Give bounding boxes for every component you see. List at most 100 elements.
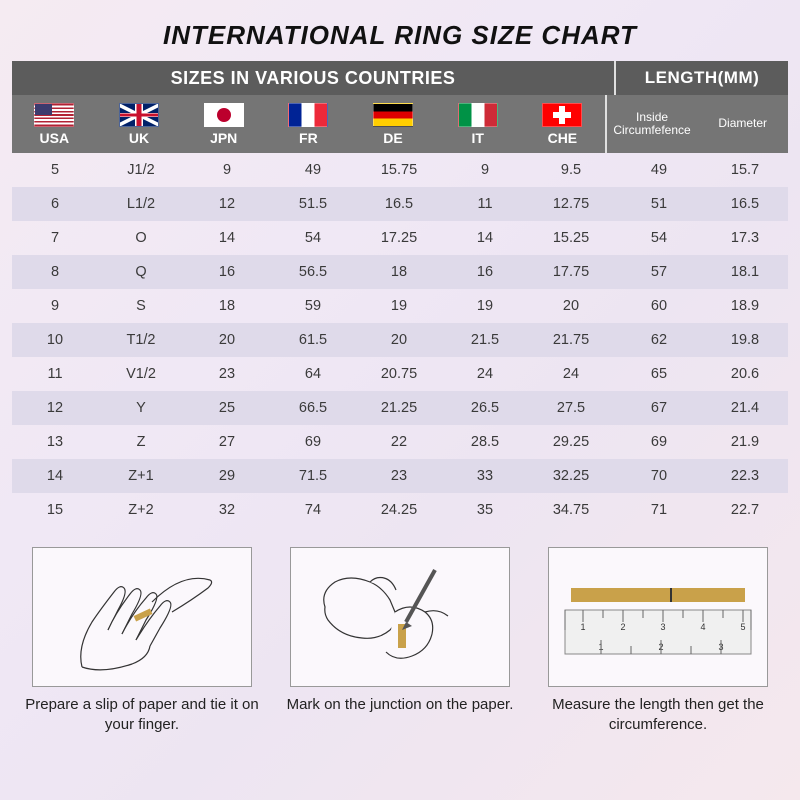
table-cell: 16 — [442, 255, 528, 289]
table-cell: 23 — [184, 357, 270, 391]
table-cell: 11 — [442, 187, 528, 221]
table-row: 5J1/294915.7599.54915.7 — [12, 153, 788, 187]
table-cell: 18.9 — [702, 289, 788, 323]
table-cell: 7 — [12, 221, 98, 255]
table-cell: 62 — [616, 323, 702, 357]
instruction-step-3: 12345 123 Measure the length then get th… — [538, 547, 778, 736]
table-cell: 17.3 — [702, 221, 788, 255]
table-row: 14Z+12971.5233332.257022.3 — [12, 459, 788, 493]
table-cell: 13 — [12, 425, 98, 459]
it-flag-icon — [458, 103, 498, 127]
table-cell: V1/2 — [98, 357, 184, 391]
table-cell: 20.75 — [356, 357, 442, 391]
table-row: 8Q1656.5181617.755718.1 — [12, 255, 788, 289]
table-cell: 15.25 — [528, 221, 616, 255]
country-label: FR — [299, 130, 318, 146]
table-cell: 21.9 — [702, 425, 788, 459]
table-cell: 64 — [270, 357, 356, 391]
table-cell: Z+1 — [98, 459, 184, 493]
table-row: 10T1/22061.52021.521.756219.8 — [12, 323, 788, 357]
table-cell: 16 — [184, 255, 270, 289]
country-label: CHE — [548, 130, 578, 146]
table-cell: 9 — [184, 153, 270, 187]
table-row: 15Z+2327424.253534.757122.7 — [12, 493, 788, 527]
table-cell: 59 — [270, 289, 356, 323]
table-cell: 8 — [12, 255, 98, 289]
table-cell: 11 — [12, 357, 98, 391]
table-cell: 24.25 — [356, 493, 442, 527]
uk-flag-icon — [119, 103, 159, 127]
table-cell: 22.7 — [702, 493, 788, 527]
instruction-illustration-2 — [290, 547, 510, 687]
table-cell: 12 — [184, 187, 270, 221]
fr-flag-icon — [288, 103, 328, 127]
svg-text:5: 5 — [740, 622, 745, 632]
size-table: SIZES IN VARIOUS COUNTRIES LENGTH(MM) US… — [12, 61, 788, 527]
band-countries-label: SIZES IN VARIOUS COUNTRIES — [12, 61, 616, 95]
table-cell: Z — [98, 425, 184, 459]
table-cell: 16.5 — [702, 187, 788, 221]
table-cell: 29.25 — [528, 425, 616, 459]
country-label: DE — [383, 130, 402, 146]
table-cell: 17.25 — [356, 221, 442, 255]
table-cell: 34.75 — [528, 493, 616, 527]
instruction-caption-3: Measure the length then get the circumfe… — [538, 695, 778, 736]
table-cell: 9 — [442, 153, 528, 187]
country-header-usa: USA — [12, 95, 97, 153]
table-cell: 70 — [616, 459, 702, 493]
svg-text:2: 2 — [620, 622, 625, 632]
che-flag-icon — [542, 103, 582, 127]
country-label: UK — [129, 130, 149, 146]
instruction-step-1: Prepare a slip of paper and tie it on yo… — [22, 547, 262, 736]
table-cell: 56.5 — [270, 255, 356, 289]
table-cell: 14 — [12, 459, 98, 493]
country-header-che: CHE — [520, 95, 607, 153]
table-cell: 16.5 — [356, 187, 442, 221]
table-cell: 5 — [12, 153, 98, 187]
length-header: Inside Circumfefence — [607, 95, 698, 153]
table-cell: 14 — [442, 221, 528, 255]
jpn-flag-icon — [204, 103, 244, 127]
svg-text:1: 1 — [580, 622, 585, 632]
table-cell: 21.4 — [702, 391, 788, 425]
table-cell: 27.5 — [528, 391, 616, 425]
table-cell: J1/2 — [98, 153, 184, 187]
table-cell: 60 — [616, 289, 702, 323]
table-row: 6L1/21251.516.51112.755116.5 — [12, 187, 788, 221]
country-label: JPN — [210, 130, 237, 146]
table-cell: Q — [98, 255, 184, 289]
page-title: INTERNATIONAL RING SIZE CHART — [12, 20, 788, 51]
table-cell: 24 — [528, 357, 616, 391]
table-cell: 21.75 — [528, 323, 616, 357]
usa-flag-icon — [34, 103, 74, 127]
country-label: USA — [40, 130, 70, 146]
table-cell: 51.5 — [270, 187, 356, 221]
table-cell: 15.75 — [356, 153, 442, 187]
table-cell: 14 — [184, 221, 270, 255]
table-cell: 19 — [442, 289, 528, 323]
table-cell: 20 — [356, 323, 442, 357]
table-cell: 26.5 — [442, 391, 528, 425]
table-cell: 10 — [12, 323, 98, 357]
table-cell: 17.75 — [528, 255, 616, 289]
table-cell: L1/2 — [98, 187, 184, 221]
country-header-de: DE — [351, 95, 436, 153]
table-cell: 32.25 — [528, 459, 616, 493]
country-header-fr: FR — [266, 95, 351, 153]
table-cell: 25 — [184, 391, 270, 425]
table-cell: 12 — [12, 391, 98, 425]
table-cell: 69 — [270, 425, 356, 459]
table-cell: 9.5 — [528, 153, 616, 187]
table-row: 9S18591919206018.9 — [12, 289, 788, 323]
table-cell: 12.75 — [528, 187, 616, 221]
table-cell: 19.8 — [702, 323, 788, 357]
band-length-label: LENGTH(MM) — [616, 61, 788, 95]
country-header-row: USAUKJPNFRDEITCHEInside CircumfefenceDia… — [12, 95, 788, 153]
table-cell: 54 — [270, 221, 356, 255]
table-cell: 6 — [12, 187, 98, 221]
table-cell: 29 — [184, 459, 270, 493]
table-cell: 18 — [356, 255, 442, 289]
table-cell: 27 — [184, 425, 270, 459]
table-cell: 35 — [442, 493, 528, 527]
table-cell: 23 — [356, 459, 442, 493]
